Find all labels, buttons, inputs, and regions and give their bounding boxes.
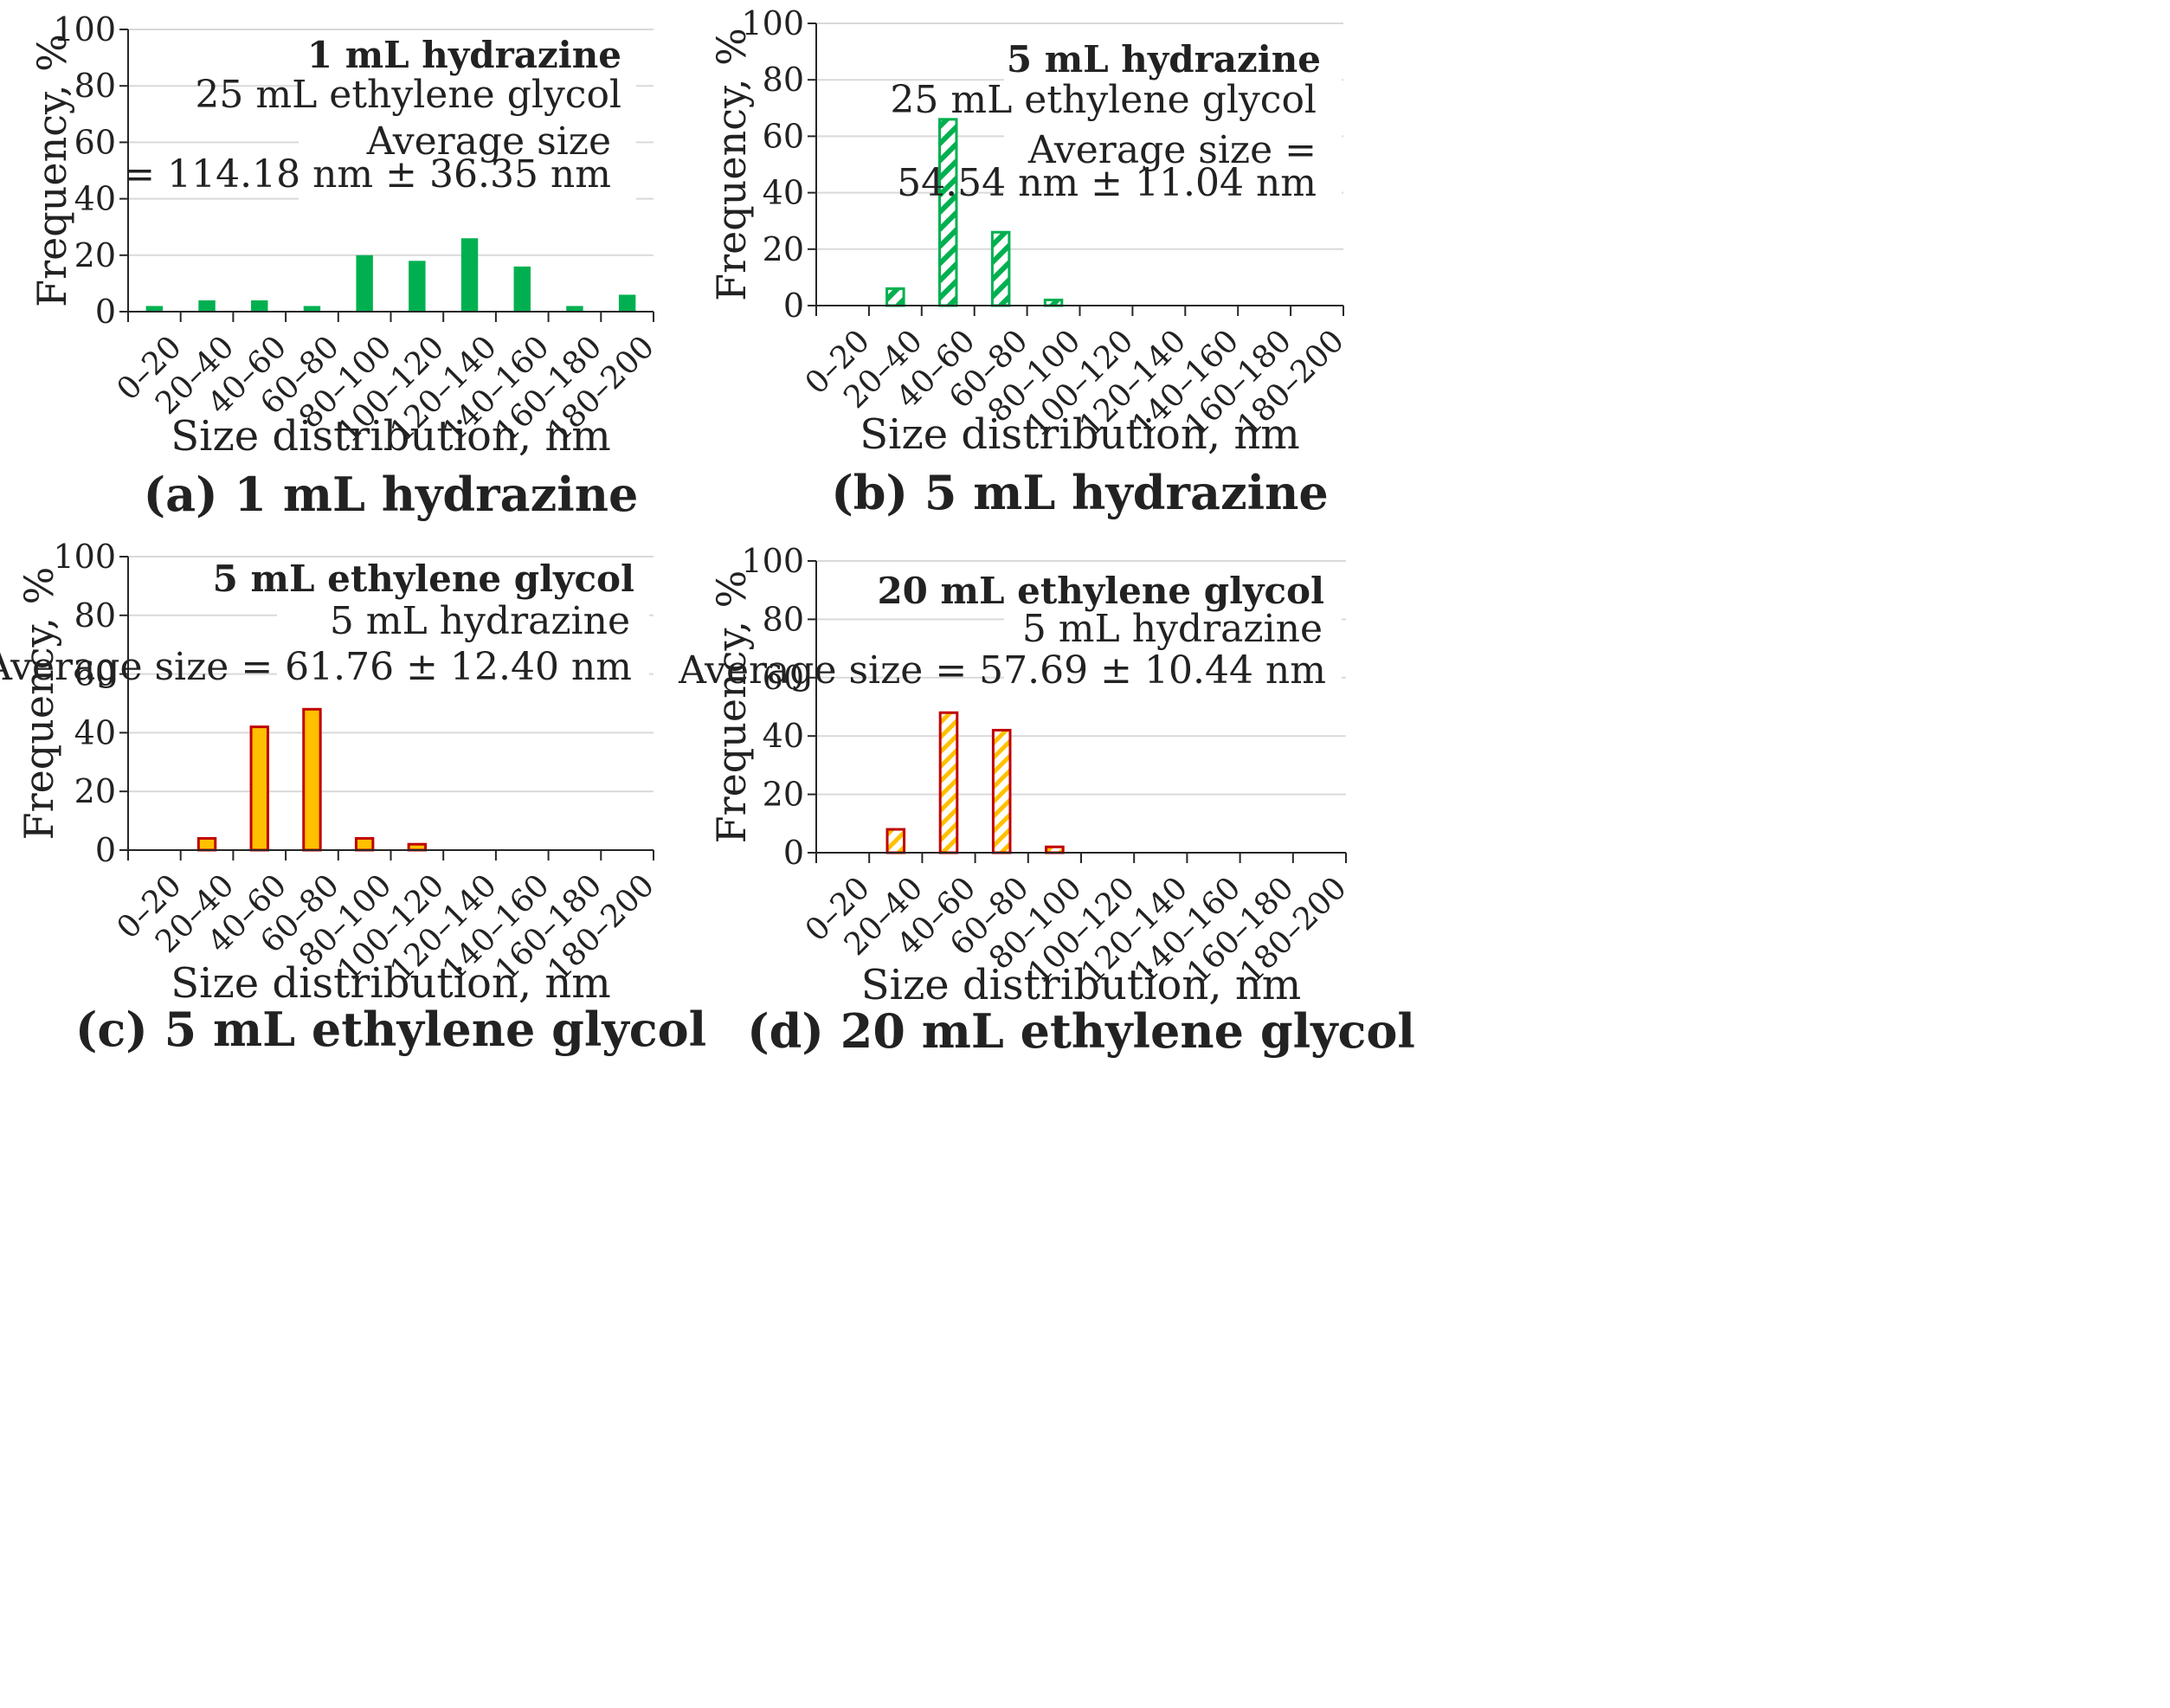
- panel-caption: (b) 5 mL hydrazine: [831, 465, 1329, 520]
- y-tick-label: 100: [53, 538, 116, 576]
- bar-180–200: [618, 294, 636, 312]
- bar-20–40: [885, 828, 906, 854]
- y-tick-label: 40: [763, 174, 804, 212]
- y-tick-label: 80: [763, 600, 804, 638]
- panel-caption: (d) 20 mL ethylene glycol: [747, 1003, 1415, 1059]
- annotation-background: [1004, 52, 1342, 212]
- annotation-text: 5 mL hydrazine: [330, 599, 630, 643]
- bar-80–100: [1045, 845, 1065, 854]
- y-tick-label: 0: [783, 287, 804, 325]
- annotation-title: 20 mL ethylene glycol: [877, 570, 1324, 612]
- chart-panel-a: 0204060801000–2020–4040–6060–8080–100100…: [29, 10, 661, 522]
- panel-caption: (a) 1 mL hydrazine: [144, 467, 639, 522]
- y-tick-label: 0: [95, 831, 116, 869]
- y-tick-label: 80: [763, 61, 804, 99]
- bar-40–60: [938, 711, 959, 854]
- x-axis-title: Size distribution, nm: [171, 412, 611, 461]
- bar-20–40: [885, 287, 905, 307]
- y-tick-label: 0: [783, 834, 804, 872]
- bar-0–20: [145, 306, 164, 312]
- y-tick-label: 40: [74, 180, 116, 218]
- annotation-title: 5 mL ethylene glycol: [213, 558, 634, 600]
- x-axis-title: Size distribution, nm: [171, 959, 611, 1008]
- annotation-title: 1 mL hydrazine: [307, 34, 621, 76]
- bar-60–80: [991, 728, 1012, 854]
- bar-160–180: [566, 306, 583, 312]
- y-tick-label: 0: [95, 293, 116, 331]
- bar-20–40: [198, 300, 216, 312]
- annotation-text: Average size = 61.76 ± 12.40 nm: [0, 645, 632, 689]
- annotation-title: 5 mL hydrazine: [1007, 38, 1321, 81]
- annotation-text: = 114.18 nm ± 36.35 nm: [123, 152, 611, 197]
- bar-100–120: [407, 842, 428, 852]
- bar-40–60: [251, 300, 268, 312]
- bar-100–120: [409, 261, 426, 312]
- bar-40–60: [249, 725, 269, 852]
- bar-80–100: [356, 255, 373, 312]
- bar-80–100: [354, 836, 375, 852]
- annotation-background: [1004, 570, 1342, 699]
- x-axis-title: Size distribution, nm: [861, 961, 1302, 1009]
- chart-panel-c: 0204060801000–2020–4040–6060–8080–100100…: [0, 538, 706, 1057]
- y-axis-title: Frequency, %: [16, 567, 62, 841]
- annotation-text: Average size = 57.69 ± 10.44 nm: [678, 648, 1326, 693]
- annotation-background: [277, 563, 649, 693]
- x-axis-title: Size distribution, nm: [860, 410, 1300, 459]
- panel-caption: (c) 5 mL ethylene glycol: [75, 1002, 706, 1057]
- y-tick-label: 40: [74, 713, 116, 751]
- y-tick-label: 80: [74, 596, 116, 635]
- bar-60–80: [303, 306, 321, 312]
- y-tick-label: 100: [741, 4, 804, 42]
- bar-40–60: [938, 118, 958, 307]
- y-tick-label: 60: [763, 659, 804, 697]
- y-tick-label: 20: [763, 230, 804, 268]
- y-axis-title: Frequency, %: [29, 34, 75, 307]
- y-axis-title: Frequency, %: [708, 28, 755, 301]
- y-tick-label: 100: [741, 542, 804, 580]
- annotation-background: [299, 48, 636, 208]
- y-tick-label: 60: [74, 655, 116, 693]
- y-tick-label: 40: [763, 717, 804, 755]
- bar-60–80: [302, 707, 322, 852]
- bar-120–140: [460, 238, 479, 312]
- y-tick-label: 20: [74, 236, 116, 274]
- y-tick-label: 60: [74, 123, 116, 161]
- chart-panel-d: 0204060801000–2020–4040–6060–8080–100100…: [678, 542, 1415, 1059]
- y-tick-label: 80: [74, 67, 116, 105]
- annotation-text: 25 mL ethylene glycol: [890, 78, 1317, 122]
- y-axis-title: Frequency, %: [708, 570, 755, 844]
- y-tick-label: 20: [74, 772, 116, 810]
- annotation-text: 5 mL hydrazine: [1022, 607, 1323, 651]
- bar-20–40: [196, 836, 217, 852]
- chart-panel-b: 0204060801000–2020–4040–6060–8080–100100…: [708, 4, 1351, 520]
- y-tick-label: 100: [53, 10, 116, 48]
- bar-60–80: [990, 230, 1011, 307]
- annotation-text: Average size =: [1027, 128, 1317, 172]
- annotation-text: 25 mL ethylene glycol: [195, 73, 621, 117]
- y-tick-label: 20: [763, 776, 804, 814]
- y-tick-label: 60: [763, 117, 804, 155]
- annotation-text: Average size: [366, 119, 611, 164]
- annotation-text: 54.54 nm ± 11.04 nm: [897, 161, 1317, 205]
- bar-140–160: [513, 266, 531, 312]
